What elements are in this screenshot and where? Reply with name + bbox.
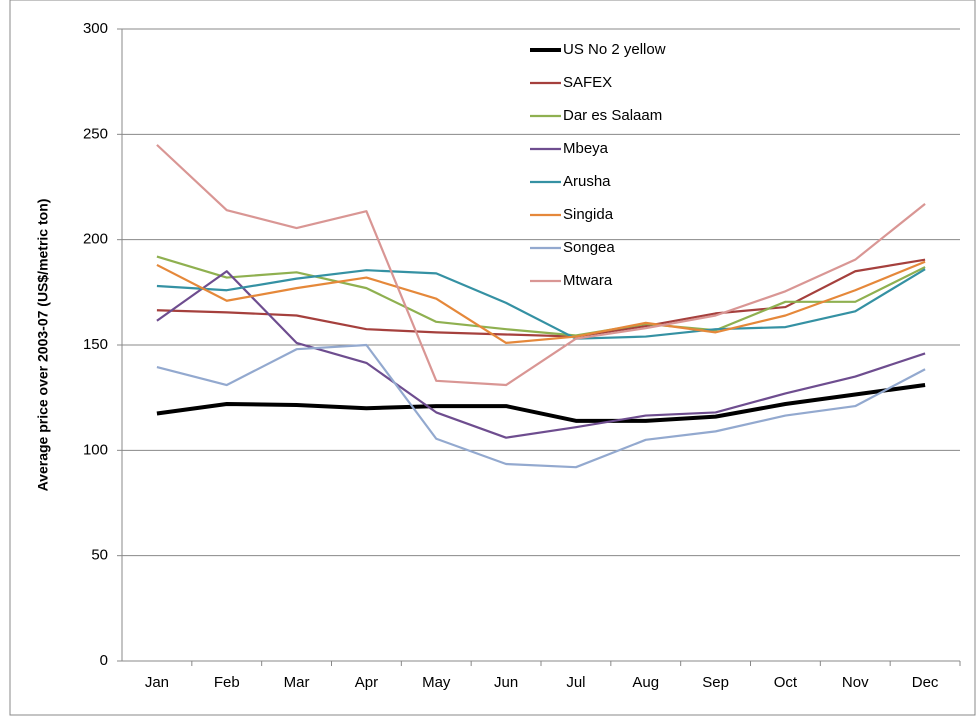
series-line <box>156 144 926 387</box>
x-tick-label: Mar <box>284 674 310 691</box>
y-tick-label: 150 <box>83 336 108 353</box>
chart-frame <box>9 0 976 716</box>
x-tick-label: Jun <box>494 674 518 691</box>
series-line <box>156 260 926 344</box>
x-tick-label: Feb <box>214 674 240 691</box>
x-tick-label: Nov <box>842 674 869 691</box>
x-tick-label: Dec <box>912 674 939 691</box>
y-tick-label: 200 <box>83 231 108 248</box>
series-line <box>156 258 926 338</box>
y-tick-label: 50 <box>91 547 108 564</box>
x-tick-label: Apr <box>355 674 378 691</box>
legend-label: Mbeya <box>563 140 609 157</box>
y-tick-label: 250 <box>83 125 108 142</box>
legend-label: Singida <box>563 206 614 223</box>
y-tick-label: 100 <box>83 441 108 458</box>
legend-label: Dar es Salaam <box>563 107 662 124</box>
x-tick-label: Sep <box>702 674 729 691</box>
series-line <box>156 268 926 340</box>
legend-label: SAFEX <box>563 74 612 91</box>
legend-label: Arusha <box>563 173 611 190</box>
series-line <box>156 343 926 469</box>
legend-label: US No 2 yellow <box>563 41 666 58</box>
x-tick-label: Oct <box>774 674 798 691</box>
legend-label: Mtwara <box>563 272 613 289</box>
x-tick-label: Jul <box>566 674 585 691</box>
series-line <box>156 255 926 337</box>
x-tick-label: May <box>422 674 451 691</box>
y-tick-label: 300 <box>83 20 108 37</box>
x-tick-label: Jan <box>145 674 169 691</box>
y-tick-label: 0 <box>100 652 108 669</box>
x-tick-label: Aug <box>632 674 659 691</box>
series-line <box>156 383 926 423</box>
legend-label: Songea <box>563 239 615 256</box>
series-line <box>156 270 926 439</box>
y-axis-label: Average price over 2003-07 (US$/metric t… <box>35 199 51 492</box>
